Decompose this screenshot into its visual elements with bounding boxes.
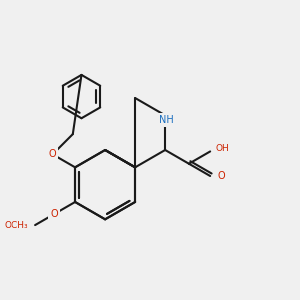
Text: O: O <box>50 209 58 219</box>
Text: O: O <box>49 149 56 159</box>
Text: OH: OH <box>216 144 230 153</box>
Text: OCH₃: OCH₃ <box>4 220 28 230</box>
Text: NH: NH <box>159 115 174 125</box>
Text: O: O <box>218 171 225 181</box>
